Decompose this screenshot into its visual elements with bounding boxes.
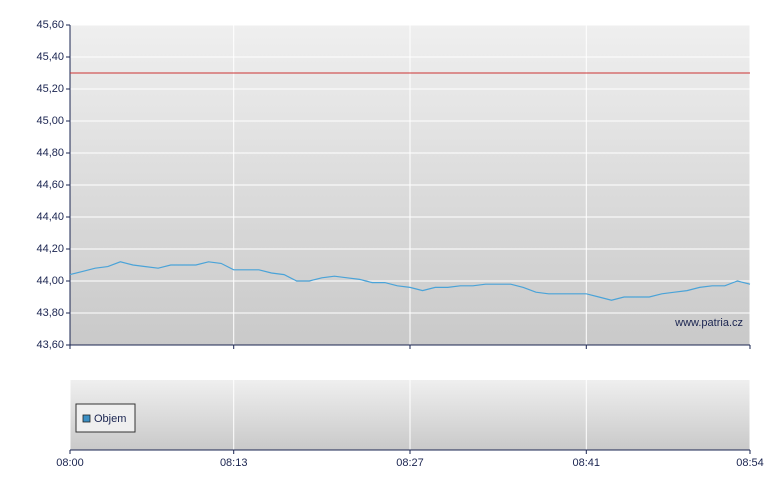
y-tick-label: 44,40 bbox=[36, 211, 64, 223]
x-tick-label: 08:13 bbox=[220, 457, 248, 469]
price-line bbox=[69, 261, 751, 301]
x-tick-label: 08:00 bbox=[56, 457, 84, 469]
y-tick-label: 44,80 bbox=[36, 147, 64, 159]
y-tick-label: 43,80 bbox=[36, 307, 64, 319]
y-tick-label: 45,20 bbox=[36, 83, 64, 95]
y-tick-label: 44,20 bbox=[36, 243, 64, 255]
y-tick-label: 44,00 bbox=[36, 275, 64, 287]
y-tick-label: 43,60 bbox=[36, 339, 64, 351]
legend-swatch bbox=[82, 414, 91, 423]
legend-label: Objem bbox=[94, 413, 126, 425]
x-tick-label: 08:41 bbox=[573, 457, 601, 469]
watermark: www.patria.cz bbox=[674, 317, 743, 329]
y-tick-label: 45,40 bbox=[36, 51, 64, 63]
y-tick-label: 45,60 bbox=[36, 19, 64, 31]
x-tick-label: 08:27 bbox=[396, 457, 424, 469]
x-tick-label: 08:54 bbox=[736, 457, 764, 469]
y-tick-label: 45,00 bbox=[36, 115, 64, 127]
y-tick-label: 44,60 bbox=[36, 179, 64, 191]
